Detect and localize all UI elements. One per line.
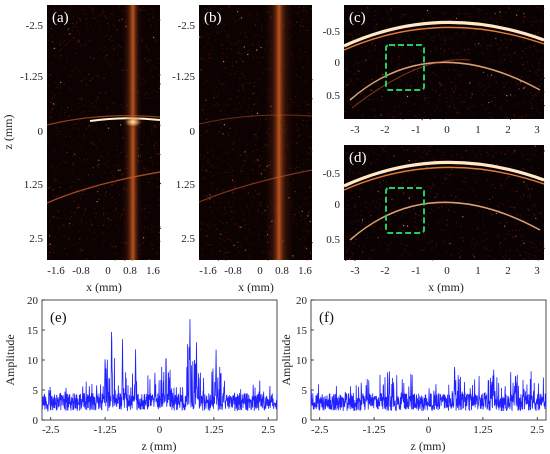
chart-f: 0 5 10 15 20 -2.5 -1.25 0 1.25 2.5 (f) Amplitude…: [279, 295, 547, 453]
e-ytick-label-3: 15: [27, 325, 39, 337]
b-ytick-3: 1.25: [176, 179, 196, 191]
b-ytick-2: 0: [190, 126, 196, 138]
chart-f-ylabel: Amplitude: [279, 334, 293, 385]
b-xtick-4: 1.6: [298, 265, 312, 277]
a-ytick-1: -1.25: [20, 71, 43, 83]
roi-box-d: [385, 187, 425, 234]
panel-b-axes: -2.5 -1.25 0 1.25 2.5 -1.6 -0.8 0 0.8 1.…: [172, 20, 312, 294]
d-xtick-0: -3: [350, 265, 360, 277]
panel-d-image: (d): [343, 145, 545, 261]
b-xtick-0: -1.6: [199, 265, 217, 277]
e-xtick-label-4: 2.5: [261, 424, 275, 436]
d-xtick-4: 1: [475, 265, 481, 277]
c-xtick-2: -1: [411, 124, 420, 136]
e-ytick-label-2: 10: [27, 355, 39, 367]
panel-b-image: (b): [198, 5, 313, 261]
chart-f-xlabel: z (mm): [411, 439, 446, 453]
c-ytick-2: 0.5: [326, 90, 340, 102]
e-xtick-label-1: -1.25: [94, 424, 117, 436]
a-ytick-4: 2.5: [29, 233, 43, 245]
f-xtick-label-0: -2.5: [311, 424, 329, 436]
f-xtick-label-2: 0: [426, 424, 432, 436]
a-xtick-0: -1.6: [47, 265, 65, 277]
panel-d-label: (d): [349, 150, 367, 166]
f-xtick-label-3: 1.25: [473, 424, 493, 436]
panel-c-label: (c): [349, 10, 366, 26]
a-ytick-3: 1.25: [24, 179, 44, 191]
c-xtick-0: -3: [350, 124, 360, 136]
e-xtick-label-0: -2.5: [42, 424, 60, 436]
panel-d-axes: -0.5 0 0.5 -3 -2 -1 0 1 2 3 x (mm): [323, 168, 541, 294]
b-xtick-2: 0: [257, 265, 263, 277]
b-xtick-1: -0.8: [224, 265, 242, 277]
c-xtick-5: 2: [505, 124, 511, 136]
panel-a-label: (a): [52, 10, 69, 26]
chart-f-series-line: [310, 366, 547, 412]
e-xtick-label-3: 1.25: [204, 424, 224, 436]
b-ytick-0: -2.5: [178, 20, 196, 32]
a-ytick-0: -2.5: [26, 20, 44, 32]
b-xtick-3: 0.8: [275, 265, 289, 277]
a-xtick-4: 1.6: [146, 265, 160, 277]
e-ytick-label-0: 0: [33, 415, 39, 427]
a-xtick-2: 0: [105, 265, 111, 277]
d-ytick-2: 0.5: [326, 234, 340, 246]
d-xtick-5: 2: [505, 265, 511, 277]
f-ytick-label-0: 0: [302, 415, 308, 427]
panel-e-label: (e): [50, 310, 67, 326]
f-ytick-label-1: 5: [302, 385, 308, 397]
a-ylabel: z (mm): [1, 115, 15, 150]
c-xtick-4: 1: [475, 124, 481, 136]
chart-e-series-line: [41, 319, 278, 412]
c-ytick-0: -0.5: [323, 26, 341, 38]
panel-c-axes: -0.5 0 0.5 -3 -2 -1 0 1 2 3: [323, 26, 541, 136]
roi-box-c: [385, 44, 425, 91]
d-xtick-1: -2: [380, 265, 389, 277]
d-xtick-2: -1: [411, 265, 420, 277]
f-ytick-label-3: 15: [296, 325, 308, 337]
a-xtick-1: -0.8: [72, 265, 90, 277]
panel-f-label: (f): [319, 310, 334, 326]
chart-e-xlabel: z (mm): [142, 439, 177, 453]
a-ytick-2: 0: [38, 126, 44, 138]
d-ytick-0: -0.5: [323, 168, 341, 180]
a-xtick-3: 0.8: [123, 265, 137, 277]
d-xtick-6: 3: [534, 265, 540, 277]
b-ytick-4: 2.5: [181, 233, 195, 245]
d-ytick-1: 0: [335, 199, 341, 211]
c-xtick-1: -2: [380, 124, 389, 136]
e-ytick-label-4: 20: [27, 295, 39, 307]
d-xlabel: x (mm): [428, 280, 464, 294]
a-xlabel: x (mm): [86, 280, 122, 294]
f-xtick-label-1: -1.25: [363, 424, 386, 436]
c-xtick-6: 3: [534, 124, 540, 136]
f-ytick-label-4: 20: [296, 295, 308, 307]
panel-b-label: (b): [204, 10, 222, 26]
panel-a-image: (a): [46, 5, 162, 261]
d-xtick-3: 0: [444, 265, 450, 277]
c-ytick-1: 0: [335, 57, 341, 69]
e-ytick-label-1: 5: [33, 385, 39, 397]
panel-c-image: (c): [343, 5, 545, 121]
b-xlabel: x (mm): [238, 280, 274, 294]
chart-e-ylabel: Amplitude: [3, 334, 17, 385]
f-xtick-label-4: 2.5: [530, 424, 544, 436]
b-ytick-1: -1.25: [172, 71, 195, 83]
e-xtick-label-2: 0: [157, 424, 163, 436]
c-xtick-3: 0: [444, 124, 450, 136]
chart-e: 0 5 10 15 20 -2.5 -1.25 0 1.25 2.5 (e) Amplitude…: [3, 295, 278, 453]
panel-a-axes: -2.5 -1.25 0 1.25 2.5 z (mm) -1.6 -0.8 0…: [1, 20, 160, 294]
f-ytick-label-2: 10: [296, 355, 308, 367]
